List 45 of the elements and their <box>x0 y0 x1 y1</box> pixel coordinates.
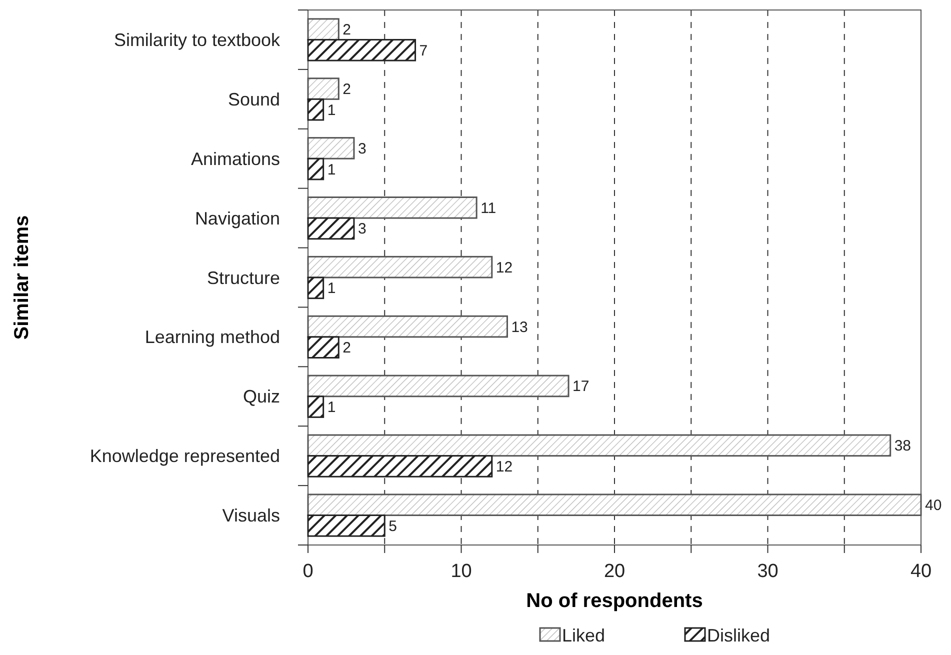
x-tick-label: 40 <box>910 561 932 582</box>
data-label: 5 <box>388 518 397 535</box>
data-label: 11 <box>480 200 496 217</box>
y-tick-label: Visuals <box>222 506 280 526</box>
data-label: 1 <box>327 102 336 119</box>
x-tick-label: 20 <box>604 561 626 582</box>
data-label: 7 <box>419 42 428 60</box>
bar <box>307 217 355 240</box>
data-label: 1 <box>327 161 336 178</box>
legend-label: Liked <box>562 625 606 646</box>
data-label: 13 <box>511 318 528 336</box>
y-tick-label: Navigation <box>194 208 280 228</box>
y-tick-label: Learning method <box>144 327 280 348</box>
x-axis-title: No of respondents <box>526 590 703 612</box>
x-tick-label: 10 <box>450 561 472 582</box>
x-tick-label: 0 <box>302 561 314 582</box>
data-label: 2 <box>342 22 351 39</box>
data-label: 17 <box>572 378 590 396</box>
y-tick-label: Sound <box>228 89 280 110</box>
data-label: 1 <box>327 280 336 298</box>
data-label: 1 <box>327 399 336 416</box>
data-label: 12 <box>496 259 513 276</box>
bar <box>307 276 324 300</box>
data-label: 40 <box>925 497 942 514</box>
legend-label: Disliked <box>707 625 770 646</box>
y-tick-label: Knowledge represented <box>90 446 280 466</box>
y-tick-label: Structure <box>206 268 280 288</box>
x-tick-label: 30 <box>757 561 778 582</box>
y-tick-label: Similarity to textbook <box>114 30 281 50</box>
data-label: 3 <box>358 140 366 158</box>
data-label: 2 <box>342 340 351 357</box>
bar <box>307 514 386 537</box>
y-axis-title: Similar items <box>11 215 33 340</box>
y-tick-label: Quiz <box>242 386 280 407</box>
data-label: 12 <box>496 458 513 476</box>
data-label: 3 <box>358 220 366 238</box>
bar <box>307 158 324 180</box>
y-tick-label: Animations <box>190 148 280 169</box>
bar <box>307 396 324 418</box>
bar <box>307 98 324 121</box>
bar <box>307 336 340 358</box>
bar <box>307 455 493 478</box>
bar <box>307 38 416 62</box>
data-label: 38 <box>894 438 912 455</box>
data-label: 2 <box>342 81 351 98</box>
